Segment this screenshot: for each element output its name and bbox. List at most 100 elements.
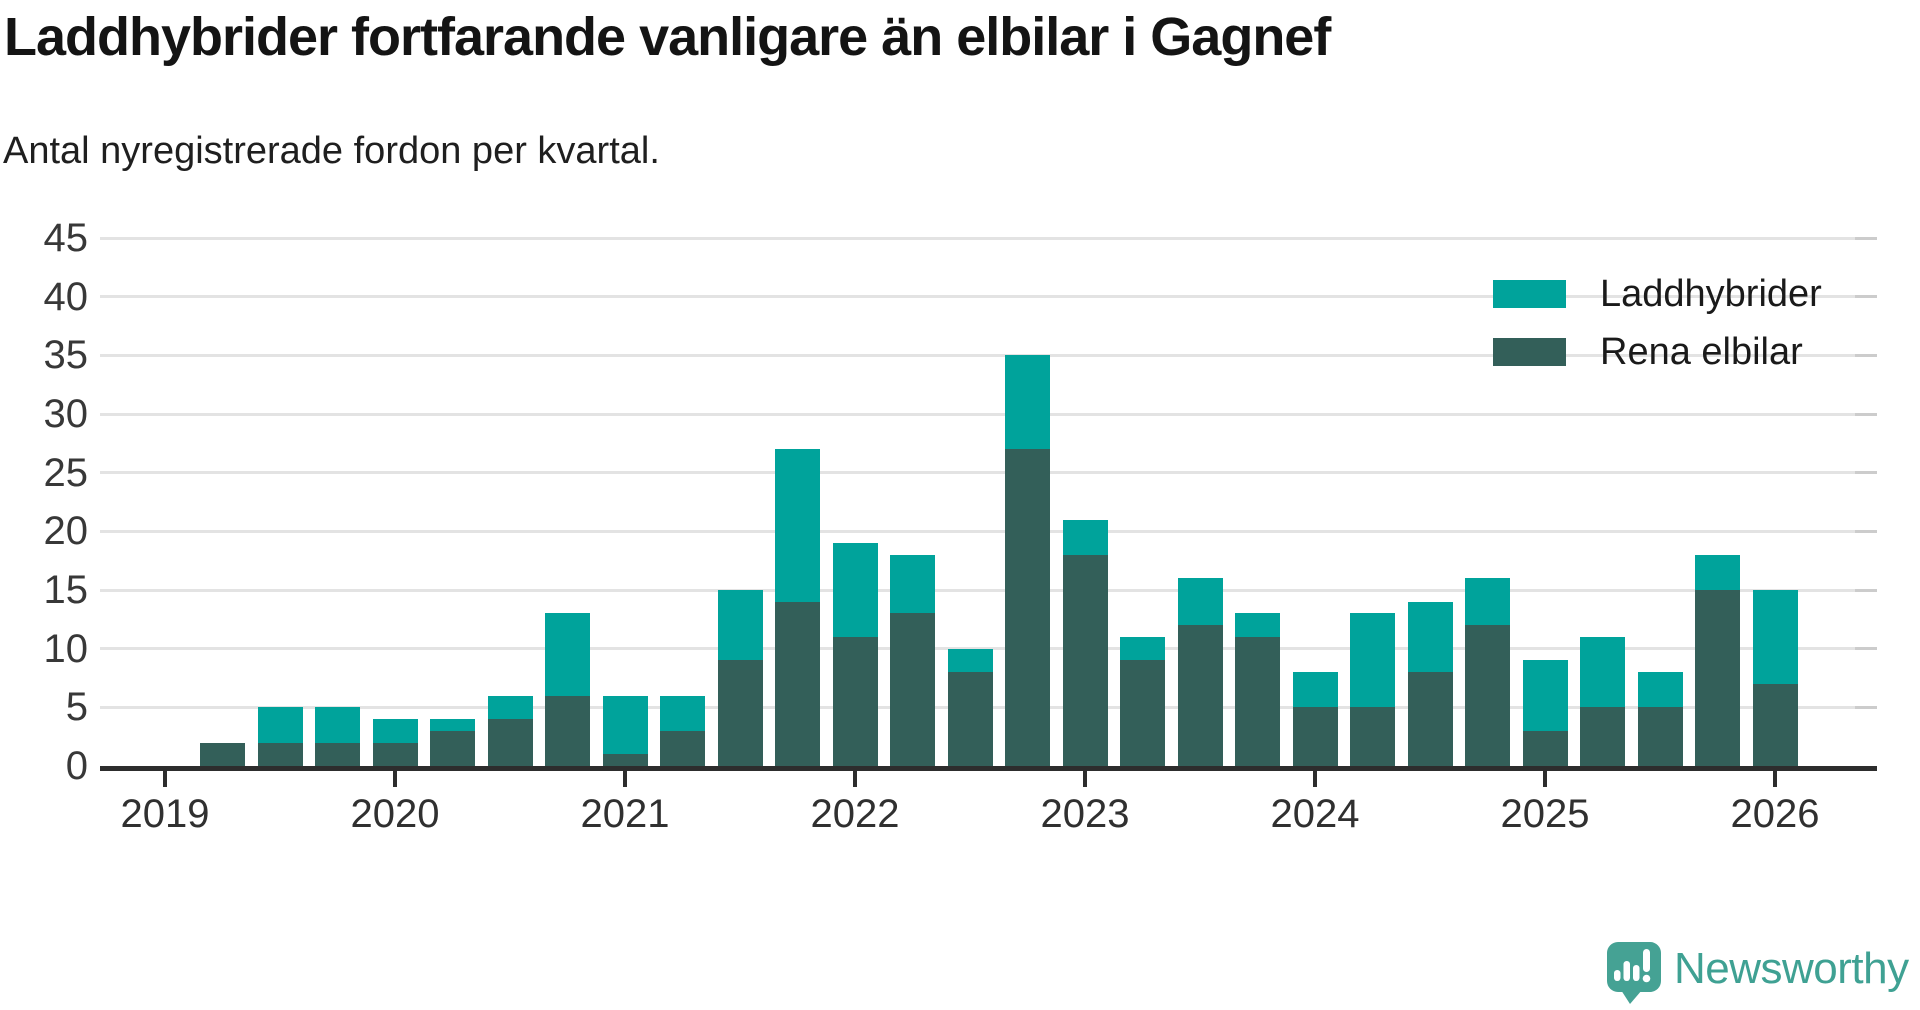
y-axis-label: 35 — [43, 333, 89, 378]
bar-2021Q3-laddhybrider — [717, 590, 763, 661]
brand-name: Newsworthy — [1674, 944, 1909, 993]
x-axis-label: 2020 — [350, 792, 440, 836]
bar-2025Q2-rena-elbilar — [1580, 707, 1625, 766]
bar-2025Q4-laddhybrider — [1695, 554, 1740, 590]
bar-2020Q4-rena-elbilar — [545, 695, 590, 766]
bar-2022Q1-laddhybrider — [832, 543, 878, 637]
gridline-end-tick — [1855, 588, 1877, 592]
x-axis-label: 2025 — [1500, 792, 1590, 836]
gridline-end-tick — [1855, 412, 1877, 416]
gridline-end-tick — [1855, 353, 1877, 357]
y-axis-label: 20 — [43, 509, 89, 554]
bar-2020Q2-laddhybrider — [430, 719, 475, 731]
x-axis-tick — [1083, 771, 1087, 787]
bar-2021Q4-laddhybrider — [775, 449, 820, 602]
legend-swatch-laddhybrider — [1493, 280, 1566, 308]
bar-2025Q2-laddhybrider — [1580, 636, 1625, 708]
bar-2019Q3-rena-elbilar — [257, 742, 303, 766]
x-axis-line — [100, 766, 1877, 771]
bar-2023Q4-laddhybrider — [1235, 613, 1280, 637]
x-axis-label: 2026 — [1730, 792, 1820, 836]
y-axis-label: 5 — [65, 685, 88, 730]
legend-label-laddhybrider: Laddhybrider — [1600, 273, 1822, 315]
bar-2024Q1-laddhybrider — [1292, 672, 1338, 708]
gridline — [100, 471, 1877, 475]
bar-2023Q2-laddhybrider — [1120, 636, 1165, 661]
bar-2019Q2-rena-elbilar — [200, 742, 245, 766]
y-axis-label: 25 — [43, 450, 89, 495]
bar-2026Q1-laddhybrider — [1752, 590, 1798, 684]
bar-2020Q1-rena-elbilar — [372, 742, 418, 766]
bar-2019Q4-laddhybrider — [315, 707, 360, 743]
x-axis-label: 2022 — [810, 792, 900, 836]
bar-2019Q3-laddhybrider — [257, 707, 303, 743]
bar-2020Q3-rena-elbilar — [487, 719, 533, 766]
gridline-end-tick — [1855, 705, 1877, 709]
gridline — [100, 412, 1877, 416]
bar-2021Q3-rena-elbilar — [717, 660, 763, 766]
bar-2024Q1-rena-elbilar — [1292, 707, 1338, 766]
gridline — [100, 353, 1877, 357]
legend-label-rena-elbilar: Rena elbilar — [1600, 331, 1803, 373]
y-axis-label: 10 — [43, 626, 89, 671]
x-axis-label: 2023 — [1040, 792, 1130, 836]
bar-2023Q1-rena-elbilar — [1062, 554, 1108, 766]
x-axis-tick — [1313, 771, 1317, 787]
page-title: Laddhybrider fortfarande vanligare än el… — [4, 7, 1331, 67]
bar-2026Q1-rena-elbilar — [1752, 683, 1798, 766]
bar-2024Q2-laddhybrider — [1350, 613, 1395, 708]
x-axis-tick — [393, 771, 397, 787]
bar-2024Q2-rena-elbilar — [1350, 707, 1395, 766]
bar-2020Q2-rena-elbilar — [430, 730, 475, 766]
bar-2025Q1-rena-elbilar — [1522, 730, 1568, 766]
gridline — [100, 236, 1877, 240]
bar-2025Q3-laddhybrider — [1637, 672, 1683, 708]
x-axis-label: 2024 — [1270, 792, 1360, 836]
legend-swatch-rena-elbilar — [1493, 338, 1566, 366]
newsworthy-speech-bubble-chart-icon — [1607, 942, 1661, 1004]
gridline — [100, 529, 1877, 533]
y-axis-label: 15 — [43, 568, 89, 612]
bar-2023Q3-rena-elbilar — [1177, 625, 1223, 766]
bar-2025Q3-rena-elbilar — [1637, 707, 1683, 766]
bar-2023Q1-laddhybrider — [1062, 519, 1108, 555]
bar-2022Q3-rena-elbilar — [947, 672, 993, 766]
bar-2019Q4-rena-elbilar — [315, 742, 360, 766]
bar-2022Q3-laddhybrider — [947, 648, 993, 673]
x-axis-tick — [1773, 771, 1777, 787]
bar-2022Q4-rena-elbilar — [1005, 449, 1050, 766]
bar-2022Q4-laddhybrider — [1005, 355, 1050, 450]
bar-2021Q1-laddhybrider — [602, 695, 648, 755]
gridline-end-tick — [1855, 529, 1877, 533]
y-axis-label: 40 — [43, 274, 89, 319]
bar-2024Q3-laddhybrider — [1407, 601, 1453, 673]
y-axis-label: 30 — [43, 392, 89, 436]
bar-2025Q1-laddhybrider — [1522, 660, 1568, 731]
x-axis-tick — [853, 771, 857, 787]
bar-2025Q4-rena-elbilar — [1695, 590, 1740, 766]
bar-2023Q4-rena-elbilar — [1235, 636, 1280, 766]
gridline-end-tick — [1855, 236, 1877, 240]
bar-2020Q4-laddhybrider — [545, 613, 590, 696]
bar-2020Q1-laddhybrider — [372, 719, 418, 743]
bar-2023Q3-laddhybrider — [1177, 578, 1223, 626]
bar-2022Q2-rena-elbilar — [890, 613, 935, 766]
x-axis-label: 2019 — [120, 792, 210, 836]
bar-2021Q2-rena-elbilar — [660, 730, 705, 766]
x-axis-label: 2021 — [580, 792, 670, 836]
bar-2020Q3-laddhybrider — [487, 695, 533, 720]
bar-2021Q2-laddhybrider — [660, 695, 705, 731]
y-axis-label: 45 — [43, 216, 89, 260]
gridline-end-tick — [1855, 295, 1877, 299]
bar-2024Q4-rena-elbilar — [1465, 625, 1510, 766]
gridline-end-tick — [1855, 647, 1877, 651]
bar-2021Q4-rena-elbilar — [775, 601, 820, 766]
bar-2024Q3-rena-elbilar — [1407, 672, 1453, 766]
gridline — [100, 588, 1877, 592]
bar-2021Q1-rena-elbilar — [602, 754, 648, 766]
y-axis-label: 0 — [65, 744, 88, 788]
bar-2024Q4-laddhybrider — [1465, 578, 1510, 626]
gridline-end-tick — [1855, 471, 1877, 475]
